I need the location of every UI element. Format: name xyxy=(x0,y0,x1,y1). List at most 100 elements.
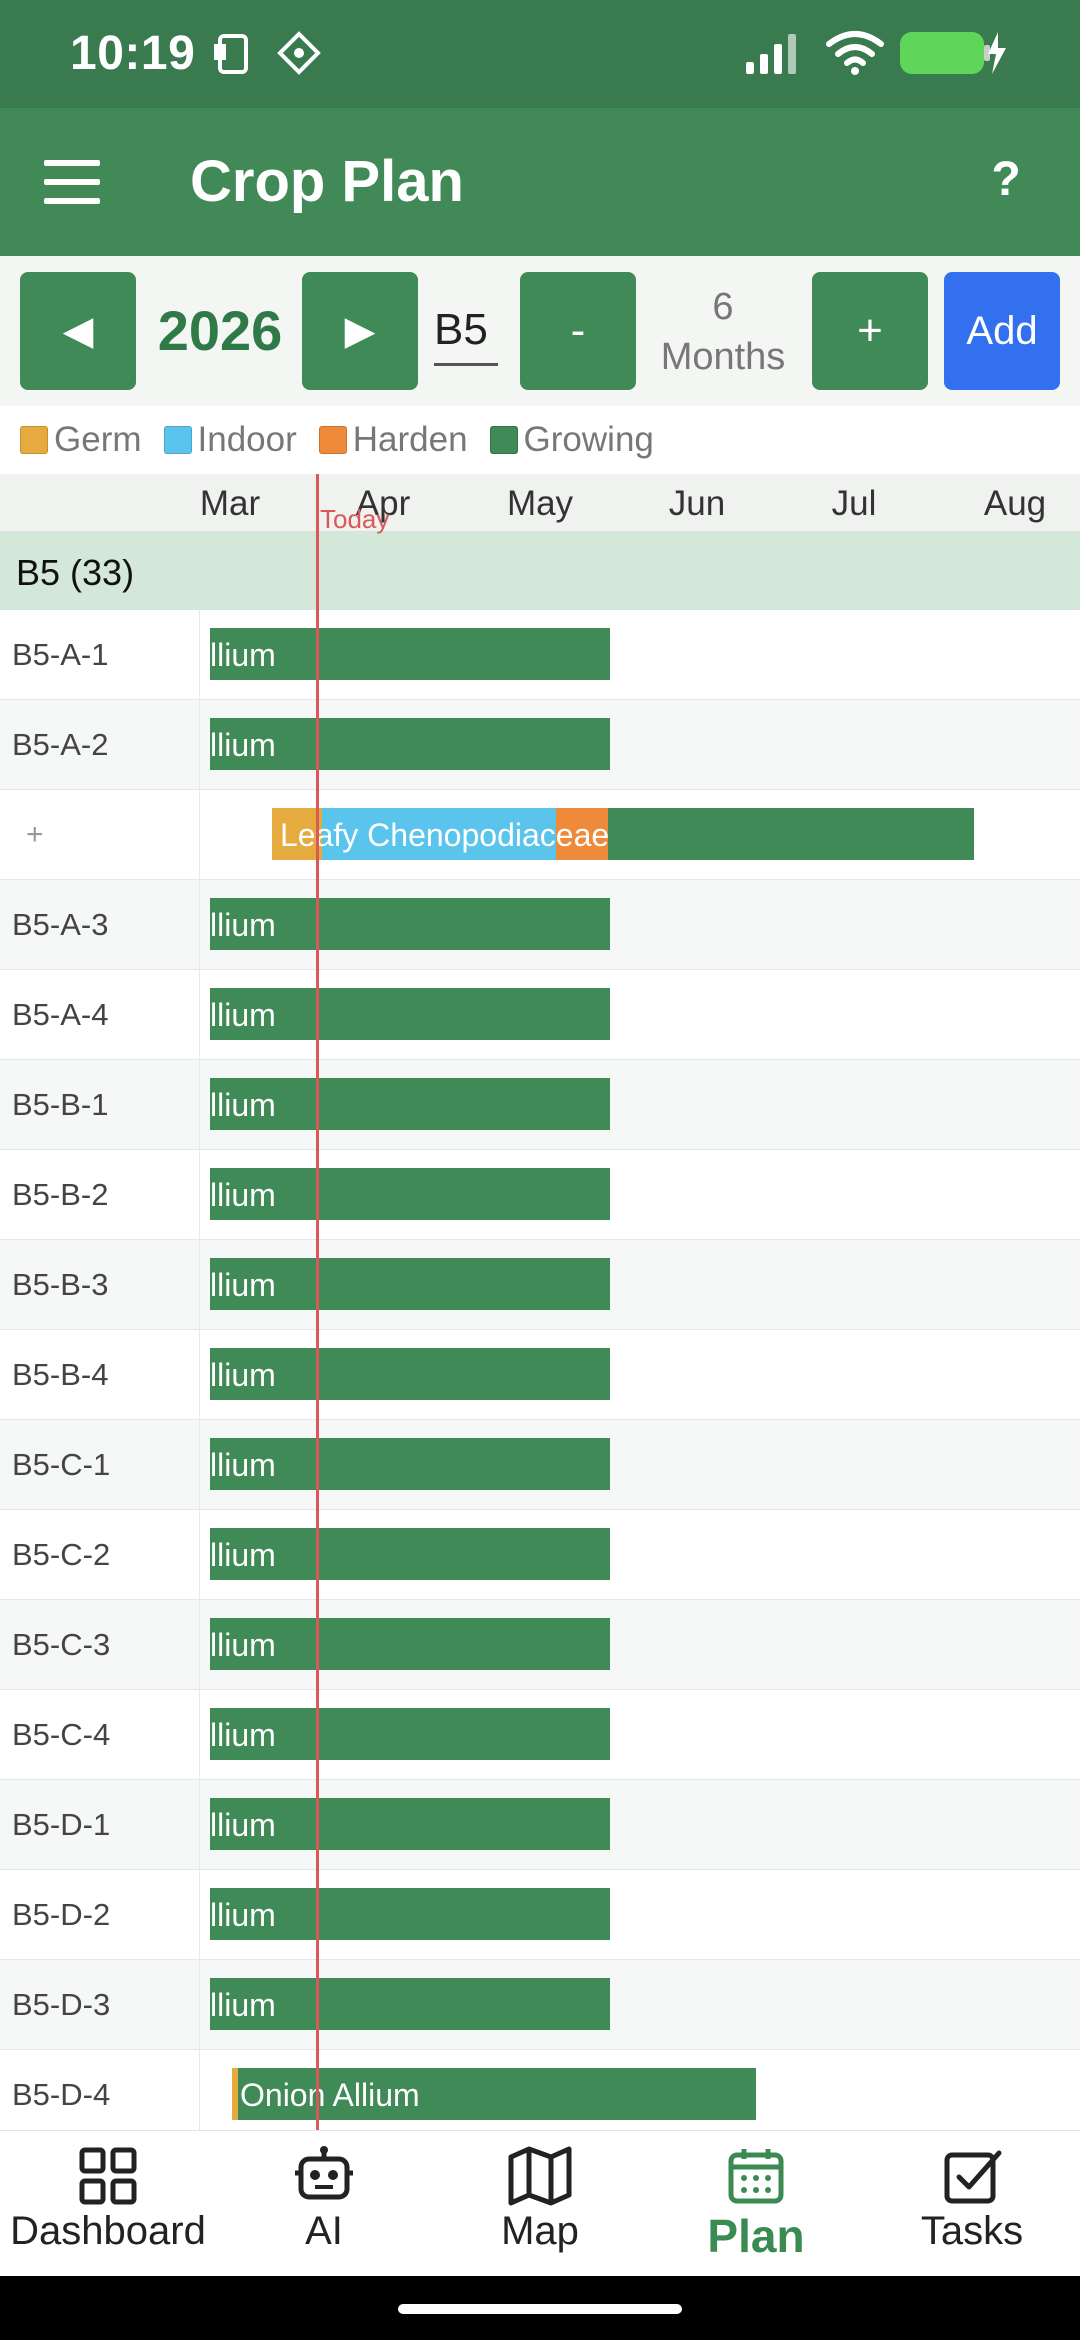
crop-bar[interactable]: llium xyxy=(210,1168,610,1220)
month-label: Jul xyxy=(831,484,877,523)
row-label: B5-D-2 xyxy=(0,1870,200,1959)
month-label: Jun xyxy=(668,484,726,523)
crop-bar[interactable]: llium xyxy=(210,1078,610,1130)
crop-bar[interactable]: llium xyxy=(210,1978,610,2030)
row-label: B5-B-2 xyxy=(0,1150,200,1239)
month-label: Mar xyxy=(199,484,261,523)
legend-item-indoor: Indoor xyxy=(163,420,297,460)
row-label: B5-A-1 xyxy=(0,610,200,699)
month-label: May xyxy=(506,484,574,523)
table-row: B5-A-4 llium xyxy=(0,970,1080,1060)
crop-bar[interactable]: llium xyxy=(210,988,610,1040)
legend-item-growing: Growing xyxy=(489,420,654,460)
wifi-icon xyxy=(826,31,884,75)
grid-icon xyxy=(79,2147,137,2205)
table-row: B5-C-4 llium xyxy=(0,1690,1080,1780)
crop-bar[interactable]: llium xyxy=(210,1348,610,1400)
add-row-button[interactable]: + xyxy=(0,790,200,879)
menu-icon[interactable] xyxy=(44,160,100,204)
gesture-bar xyxy=(0,2276,1080,2340)
row-label: B5-D-1 xyxy=(0,1780,200,1869)
months-count: 6 xyxy=(712,286,734,328)
nav-ai[interactable]: AI xyxy=(216,2131,432,2277)
month-header: Mar Apr May Jun Jul Aug xyxy=(0,474,1080,532)
table-row: + Leafy Chenopodiaceae xyxy=(0,790,1080,880)
crop-bar[interactable]: Onion Allium xyxy=(232,2068,756,2120)
nav-map[interactable]: Map xyxy=(432,2131,648,2277)
crop-timeline[interactable]: Mar Apr May Jun Jul Aug B5 (33) B5-A-1 l… xyxy=(0,474,1080,2130)
robot-icon xyxy=(295,2146,353,2200)
bed-group-header[interactable]: B5 (33) xyxy=(0,532,1080,610)
status-time: 10:19 xyxy=(70,27,196,80)
calendar-icon xyxy=(728,2149,784,2204)
row-label: B5-C-1 xyxy=(0,1420,200,1509)
row-label: B5-B-1 xyxy=(0,1060,200,1149)
add-planting-button[interactable]: Add xyxy=(944,272,1060,390)
battery-charging-icon xyxy=(900,32,1006,74)
table-row: B5-A-1 llium xyxy=(0,610,1080,700)
crop-bar[interactable]: llium xyxy=(210,718,610,770)
crop-bar-label: llium xyxy=(210,907,276,943)
table-row: B5-B-4 llium xyxy=(0,1330,1080,1420)
legend-swatch xyxy=(20,426,48,454)
crop-bar-label: llium xyxy=(210,1357,276,1393)
nav-tasks[interactable]: Tasks xyxy=(864,2131,1080,2277)
bed-rows: B5-A-1 llium B5-A-2 llium + Leafy Chenop… xyxy=(0,610,1080,2130)
crop-bar-label: llium xyxy=(210,727,276,763)
table-row: B5-C-3 llium xyxy=(0,1600,1080,1690)
table-row: B5-C-2 llium xyxy=(0,1510,1080,1600)
months-span: 6 Months xyxy=(648,282,798,382)
crop-bar[interactable]: llium xyxy=(210,1258,610,1310)
crop-bar[interactable]: llium xyxy=(210,898,610,950)
row-label: B5-D-3 xyxy=(0,1960,200,2049)
row-label: B5-A-3 xyxy=(0,880,200,969)
nav-dashboard[interactable]: Dashboard xyxy=(0,2131,216,2277)
table-row: B5-D-3 llium xyxy=(0,1960,1080,2050)
crop-bar[interactable]: llium xyxy=(210,1798,610,1850)
legend-swatch xyxy=(318,426,347,454)
crop-bar[interactable]: llium xyxy=(210,1888,610,1940)
bottom-navigation: Dashboard AI Map Plan xyxy=(0,2130,1080,2276)
table-row: B5-D-4 Onion Allium xyxy=(0,2050,1080,2130)
legend-item-harden: Harden xyxy=(318,420,468,460)
crop-bar-label: llium xyxy=(210,1267,276,1303)
prev-year-button[interactable]: ◀ xyxy=(20,272,136,390)
table-row: B5-D-1 llium xyxy=(0,1780,1080,1870)
crop-bar-label: llium xyxy=(210,997,276,1033)
decrease-months-button[interactable]: - xyxy=(520,272,636,390)
today-label: Today xyxy=(320,504,390,534)
nav-label: Tasks xyxy=(920,2209,1024,2253)
month-label: Aug xyxy=(983,484,1047,523)
month-label: Apr xyxy=(355,484,411,523)
crop-bar-label: llium xyxy=(210,1897,276,1933)
crop-bar[interactable]: llium xyxy=(210,1618,610,1670)
crop-bar-label: llium xyxy=(210,1627,276,1663)
bed-filter-input[interactable] xyxy=(434,296,498,366)
nav-label: Plan xyxy=(707,2210,805,2262)
crop-bar[interactable]: llium xyxy=(210,628,610,680)
app-bar: Crop Plan ? xyxy=(0,108,1080,256)
crop-bar[interactable]: llium xyxy=(210,1438,610,1490)
help-button[interactable]: ? xyxy=(991,153,1021,206)
nav-label: Dashboard xyxy=(10,2209,206,2253)
crop-bar[interactable]: Leafy Chenopodiaceae xyxy=(272,808,974,860)
phone-notification-icon xyxy=(214,34,248,74)
crop-bar-label: Onion Allium xyxy=(240,2077,420,2113)
bed-group-label: B5 (33) xyxy=(16,552,135,593)
crop-bar-label: llium xyxy=(210,1987,276,2023)
crop-bar[interactable]: llium xyxy=(210,1708,610,1760)
diamond-notification-icon xyxy=(277,31,321,75)
table-row: B5-C-1 llium xyxy=(0,1420,1080,1510)
nav-plan[interactable]: Plan xyxy=(648,2131,864,2277)
row-label: B5-A-4 xyxy=(0,970,200,1059)
crop-bar-label: llium xyxy=(210,1717,276,1753)
increase-months-button[interactable]: + xyxy=(812,272,928,390)
plan-controls: ◀ 2026 ▶ - 6 Months + Add xyxy=(0,256,1080,406)
months-unit: Months xyxy=(660,336,786,378)
crop-bar-label: llium xyxy=(210,637,276,673)
crop-bar[interactable]: llium xyxy=(210,1528,610,1580)
home-indicator[interactable] xyxy=(398,2304,682,2314)
row-label: B5-C-4 xyxy=(0,1690,200,1779)
next-year-button[interactable]: ▶ xyxy=(302,272,418,390)
row-label: B5-C-2 xyxy=(0,1510,200,1599)
